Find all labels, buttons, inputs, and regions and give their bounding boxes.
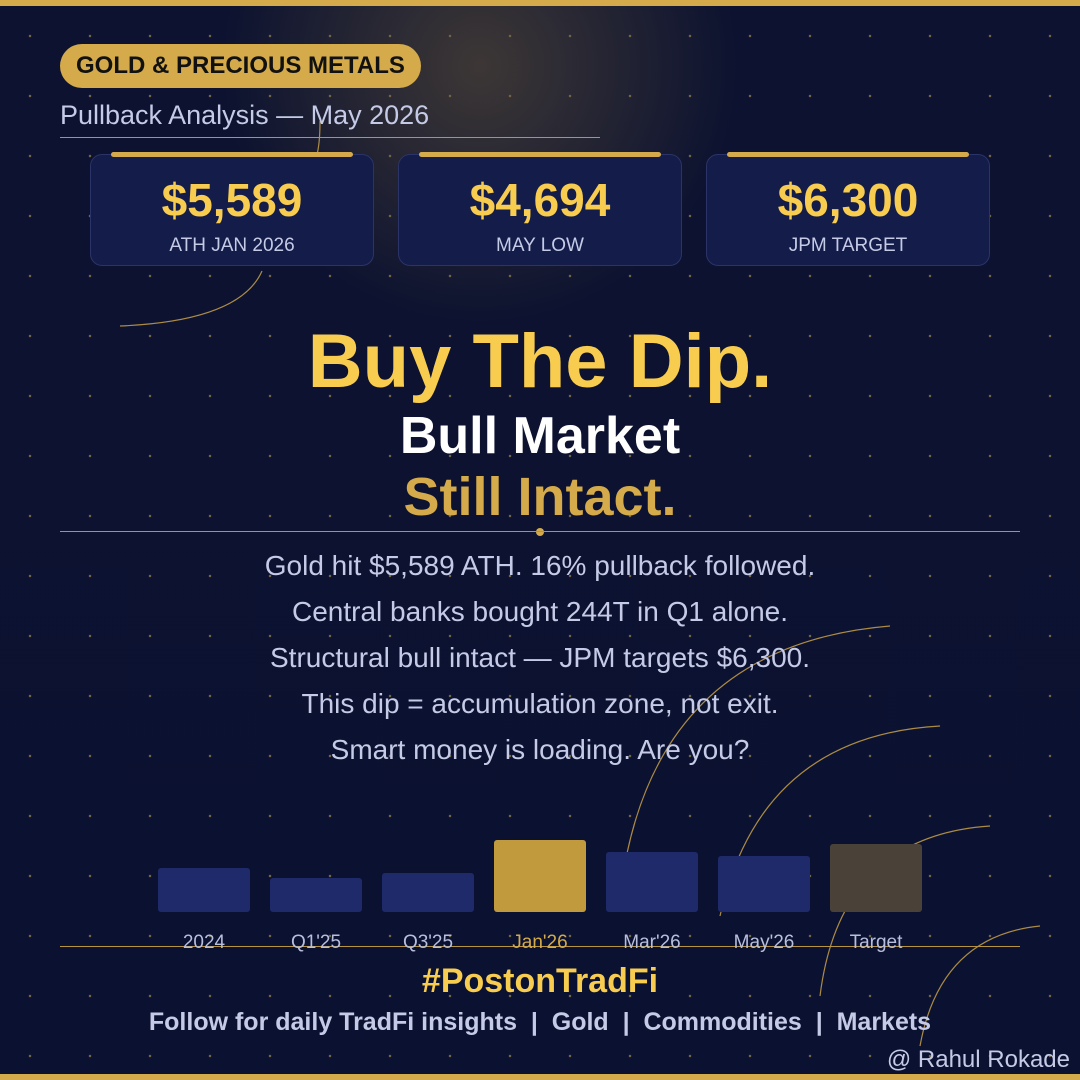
timeline-label: May'26 <box>733 932 795 953</box>
body-line: Central banks bought 244T in Q1 alone. <box>291 596 789 627</box>
timeline-label: Jan'26 <box>512 932 568 953</box>
timeline-bar <box>270 878 362 912</box>
body-line: Gold hit $5,589 ATH. 16% pullback follow… <box>264 550 816 581</box>
stat-value: $6,300 <box>777 174 919 226</box>
timeline-bar <box>830 844 922 912</box>
timeline-label: Mar'26 <box>623 932 681 953</box>
divider <box>60 946 1020 947</box>
body-line: This dip = accumulation zone, not exit. <box>301 688 779 719</box>
timeline-bar <box>158 868 250 912</box>
timeline-bar <box>382 873 474 912</box>
stat-label: MAY LOW <box>496 235 584 256</box>
headline: Bull Market <box>399 407 681 465</box>
headline: Still Intact. <box>403 467 677 527</box>
stat-label: JPM TARGET <box>788 235 908 256</box>
subtitle: Pullback Analysis — May 2026 <box>60 100 600 138</box>
timeline-label: Target <box>849 932 903 953</box>
credit: @ Rahul Rokade <box>886 1046 1070 1073</box>
timeline-bar <box>606 852 698 912</box>
headline: Buy The Dip. <box>307 319 773 404</box>
stat-card: $4,694 MAY LOW <box>398 152 682 266</box>
timeline-bar <box>718 856 810 912</box>
stat-value: $4,694 <box>469 174 611 226</box>
stat-card: $5,589 ATH JAN 2026 <box>90 152 374 266</box>
body-line: Smart money is loading. Are you? <box>330 734 750 765</box>
stat-value: $5,589 <box>161 174 303 226</box>
tagline: Follow for daily TradFi insights | Gold … <box>148 1008 932 1036</box>
timeline-label: Q3'25 <box>402 932 454 953</box>
divider <box>60 531 1020 532</box>
timeline-label: Q1'25 <box>290 932 342 953</box>
timeline-bar <box>494 840 586 912</box>
body-line: Structural bull intact — JPM targets $6,… <box>269 642 811 673</box>
hashtag: #PostonTradFi <box>421 962 659 1000</box>
timeline-label: 2024 <box>182 932 226 953</box>
stat-label: ATH JAN 2026 <box>169 235 295 256</box>
stat-card: $6,300 JPM TARGET <box>706 152 990 266</box>
badge: GOLD & PRECIOUS METALS <box>60 44 421 88</box>
